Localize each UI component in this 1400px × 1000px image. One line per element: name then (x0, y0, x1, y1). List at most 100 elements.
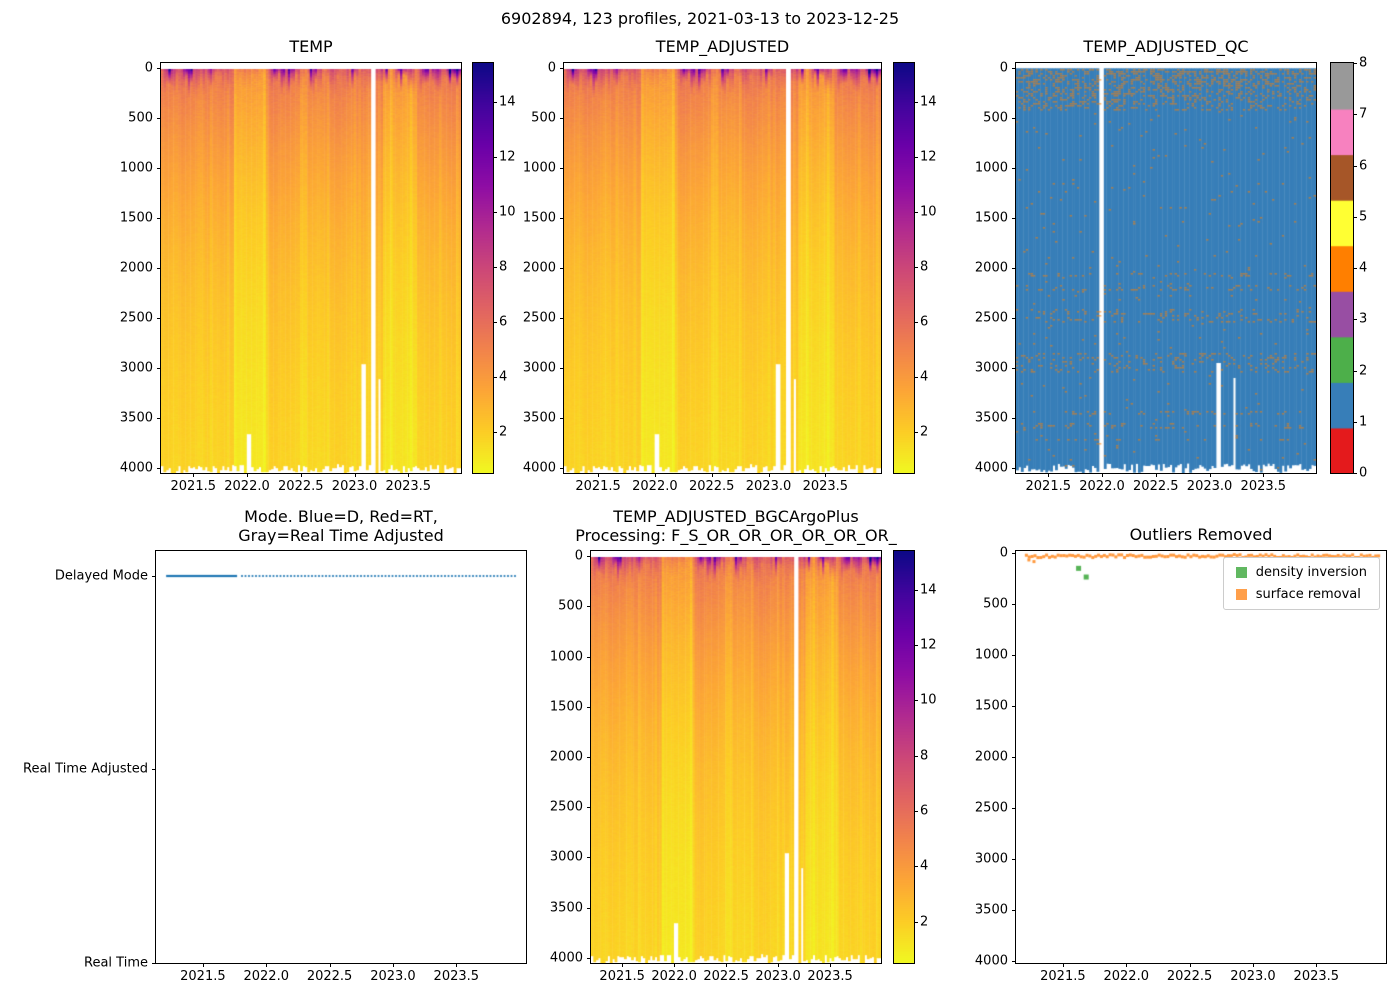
colorbar-tick-mark (1353, 268, 1357, 269)
y-tick-label: 3500 (974, 410, 1008, 426)
y-tick-mark (1012, 654, 1016, 656)
x-tick-label: 2022.5 (688, 479, 735, 494)
colorbar-tick-label: 0 (1359, 465, 1368, 481)
x-tick-mark (825, 473, 827, 477)
y-tick-label: 4000 (119, 460, 153, 476)
x-tick-mark (830, 963, 832, 967)
colorbar-tick-mark (914, 921, 918, 923)
x-tick-mark (1263, 473, 1265, 477)
x-tick-mark (1155, 473, 1157, 477)
x-tick-mark (300, 473, 302, 477)
y-tick-mark (1012, 603, 1016, 605)
temp-adjusted-colorbar-canvas (894, 63, 914, 473)
temp-title: TEMP (289, 37, 333, 56)
y-tick-label: 3000 (974, 360, 1008, 376)
y-tick-label: 4000 (549, 950, 583, 966)
y-category-label: Real Time Adjusted (23, 761, 148, 777)
subplot-temp-adjusted: TEMP_ADJUSTED 2021.5 2022.0 2022.5 2023.0 20… (523, 37, 882, 494)
mode-title-line2: Gray=Real Time Adjusted (238, 526, 444, 545)
colorbar-tick-mark (1353, 421, 1357, 423)
x-tick-label: 2022.0 (224, 479, 270, 494)
x-tick-mark (329, 963, 331, 967)
colorbar-tick-label: 12 (920, 637, 937, 653)
y-tick-label: 500 (983, 110, 1008, 126)
y-tick-mark (587, 907, 591, 909)
y-tick-label: 2500 (119, 310, 153, 326)
y-tick-mark (1012, 368, 1016, 369)
y-tick-label: 4000 (974, 460, 1008, 476)
x-tick-label: 2023.5 (802, 479, 849, 494)
bgc-colorbar: 2 4 6 8 10 12 14 (893, 550, 937, 964)
y-tick-mark (157, 468, 161, 469)
y-tick-mark (1012, 218, 1016, 219)
y-tick-label: 0 (144, 60, 153, 76)
colorbar-tick-mark (914, 645, 918, 646)
y-tick-mark (1012, 756, 1016, 758)
colorbar-tick-label: 1 (1359, 414, 1368, 430)
colorbar-tick-label: 5 (1359, 209, 1368, 225)
x-tick-mark (266, 963, 268, 967)
colorbar-tick-label: 8 (920, 259, 929, 275)
y-tick-label: 500 (558, 598, 583, 614)
temp-adjusted-title: TEMP_ADJUSTED (655, 37, 790, 56)
colorbar-tick-label: 8 (1359, 55, 1368, 71)
x-tick-label: 2023.5 (1293, 969, 1340, 984)
colorbar-tick-mark (1353, 165, 1357, 167)
bgc-heatmap-canvas (591, 551, 881, 963)
x-tick-mark (1316, 963, 1318, 967)
y-tick-mark (560, 68, 564, 69)
x-tick-label: 2022.0 (632, 479, 678, 494)
y-tick-mark (587, 706, 591, 708)
y-tick-mark (1012, 858, 1016, 860)
colorbar-tick-label: 2 (1359, 363, 1368, 378)
y-tick-mark (152, 576, 156, 577)
y-tick-mark (560, 168, 564, 169)
colorbar-tick-mark (914, 101, 918, 103)
y-category-label: Real Time (84, 955, 148, 971)
x-tick-mark (193, 473, 195, 477)
x-tick-label: 2021.5 (575, 479, 621, 494)
y-tick-mark (1012, 318, 1016, 319)
y-tick-label: 3000 (549, 849, 583, 865)
subplot-temp: TEMP 2021.5 2022.0 2022.5 2023.0 2023.5 0 500 1… (120, 37, 462, 494)
y-tick-mark (152, 963, 156, 964)
y-tick-mark (587, 556, 591, 558)
y-tick-mark (157, 168, 161, 169)
y-tick-mark (157, 118, 161, 119)
y-tick-label: 500 (531, 110, 556, 126)
x-tick-label: 2022.0 (651, 969, 697, 984)
y-tick-label: 1500 (974, 698, 1008, 714)
y-tick-mark (157, 318, 161, 319)
y-tick-label: 1500 (974, 210, 1008, 226)
legend-row-surface-removal: surface removal (1235, 587, 1367, 602)
x-tick-label: 2022.0 (1079, 479, 1125, 494)
colorbar-tick-label: 6 (1359, 158, 1368, 173)
colorbar-tick-label: 14 (920, 94, 937, 110)
y-tick-mark (587, 807, 591, 809)
x-tick-label: 2021.5 (1025, 479, 1072, 494)
x-tick-mark (598, 473, 600, 477)
x-tick-mark (726, 963, 728, 967)
colorbar-tick-mark (914, 700, 918, 702)
x-tick-mark (622, 963, 624, 967)
colorbar-tick-mark (914, 321, 918, 323)
y-tick-mark (1012, 68, 1016, 69)
colorbar-tick-mark (1353, 114, 1357, 116)
y-tick-label: 1000 (522, 160, 556, 176)
qc-colorbar-canvas (1331, 63, 1353, 473)
x-tick-mark (1209, 473, 1211, 477)
x-tick-mark (1102, 473, 1104, 477)
x-tick-label: 2023.5 (1240, 479, 1287, 494)
colorbar-tick-label: 8 (920, 748, 929, 764)
colorbar-tick-label: 4 (920, 858, 929, 874)
colorbar-tick-mark (914, 810, 918, 812)
y-tick-mark (560, 418, 564, 419)
colorbar-tick-mark (493, 101, 497, 103)
y-tick-mark (1012, 118, 1016, 119)
x-tick-label: 2023.5 (385, 479, 432, 494)
colorbar-tick-mark (1353, 473, 1357, 474)
y-tick-label: 3000 (119, 360, 153, 376)
y-tick-label: 2000 (974, 749, 1008, 765)
subplot-temp-adjusted-bgcargoplus: TEMP_ADJUSTED_BGCArgoPlus Processing: F_… (550, 507, 897, 984)
